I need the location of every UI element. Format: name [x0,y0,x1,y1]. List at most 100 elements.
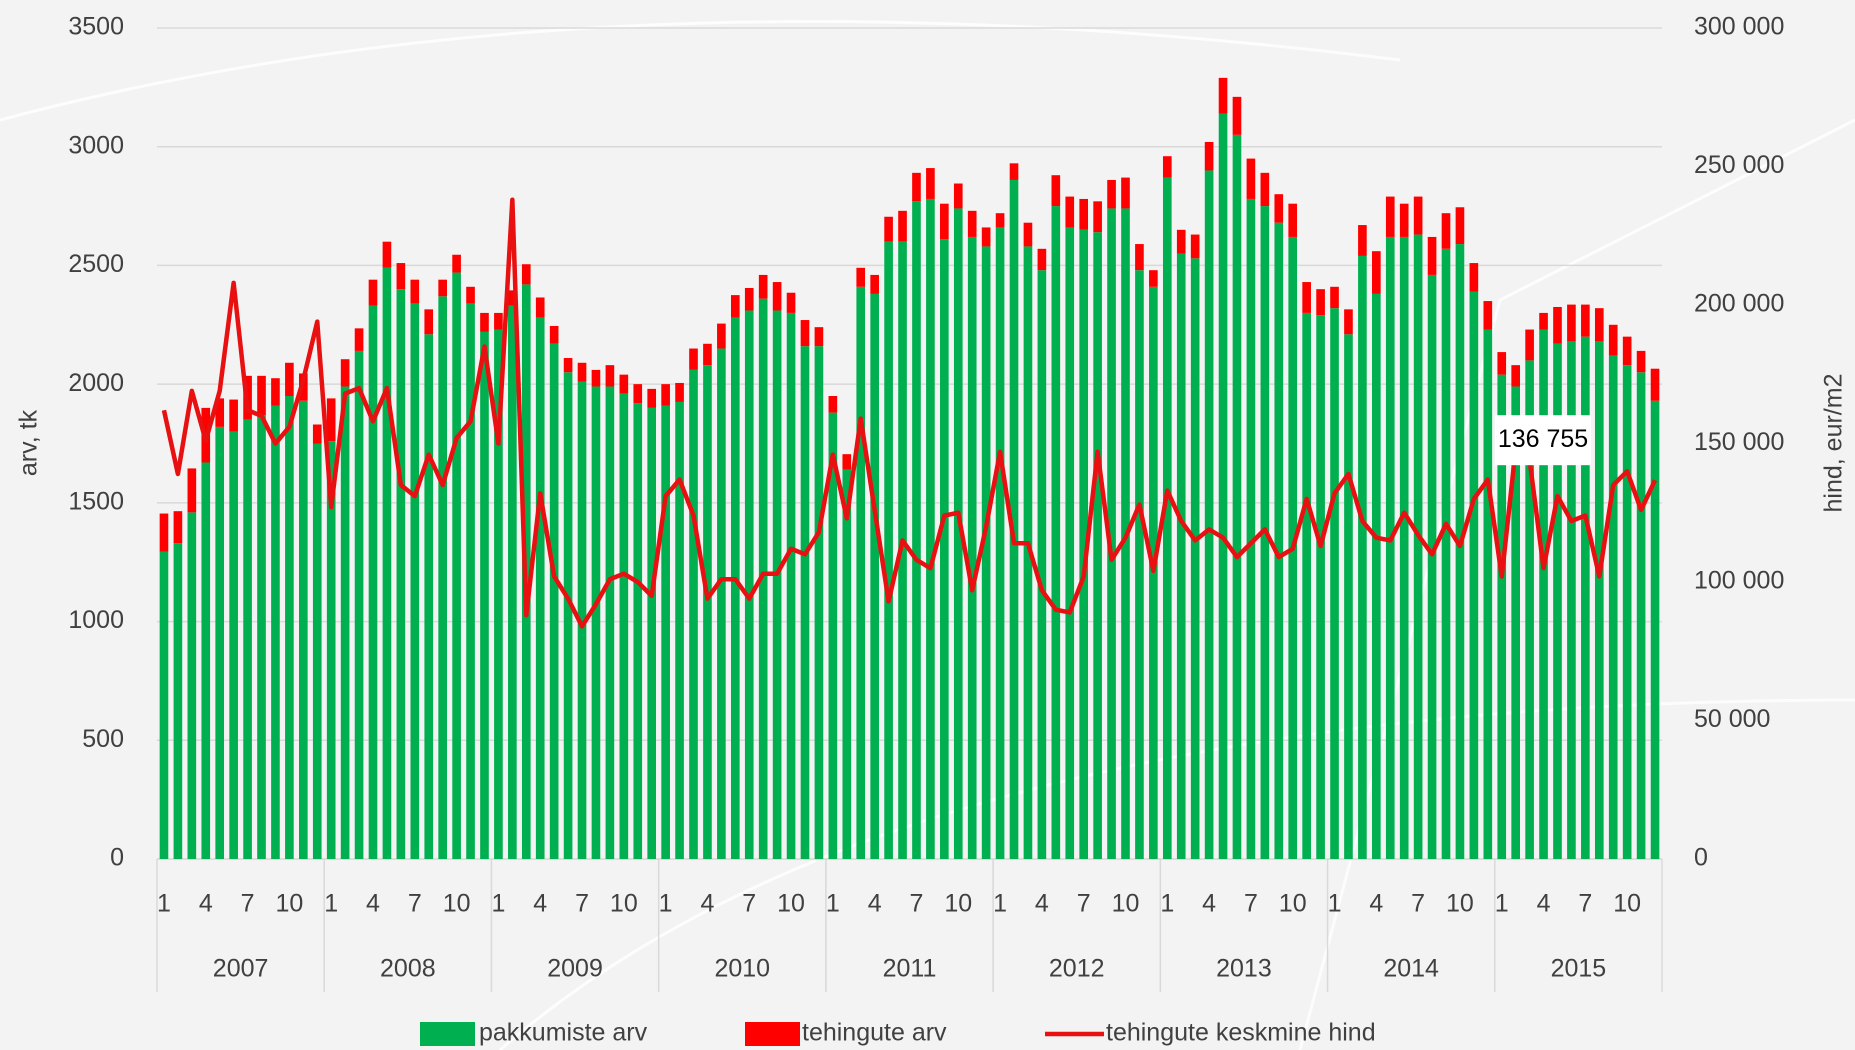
bar-segment [1622,336,1632,366]
bar-segment [1511,365,1521,387]
bar-segment [1344,309,1353,335]
bar-segment [591,386,601,859]
bar-segment [1413,196,1423,235]
x-tick-label: 10 [610,890,638,918]
x-tick-label: 1 [1495,890,1509,918]
bar-segment [312,424,322,444]
bar-segment [201,462,211,859]
bar-segment [912,201,921,859]
y2-tick-label: 50 000 [1694,705,1770,733]
legend: pakkumiste arv tehingute arv tehingute kes… [420,1019,1376,1047]
bar-segment [1483,329,1493,859]
bar-segment [1176,253,1186,860]
bar-segment [856,267,866,287]
x-tick-label: 10 [275,890,303,918]
bar-segment [1037,248,1047,271]
bar-segment [396,263,406,290]
x-tick-label: 1 [1160,890,1174,918]
bar-segment [480,312,489,332]
bar-segment [828,412,838,859]
bar-segment [257,415,266,859]
bar-segment [661,384,670,406]
legend-label: pakkumiste arv [479,1019,648,1047]
y2-tick-label: 0 [1694,844,1708,872]
y-tick-label: 1000 [68,606,124,634]
bar-segment [1274,222,1284,860]
bar-segment [229,399,238,432]
bar-segment [1469,263,1479,292]
bar-segment [187,512,197,859]
bar-segment [953,183,963,209]
x-tick-label: 10 [1112,890,1140,918]
bar-segment [1385,196,1395,237]
bar-segment [480,331,489,859]
x-tick-label: 4 [366,890,380,918]
x-tick-label: 10 [443,890,471,918]
bar-segment [340,359,350,387]
bar-segment [1135,244,1144,271]
bar-segment [340,386,350,859]
x-tick-label: 4 [1369,890,1383,918]
bar-segment [424,309,434,335]
bar-segment [354,350,364,859]
bar-segment [717,348,726,859]
x-tick-label: 7 [742,890,756,918]
bar-segment [1650,368,1660,401]
bar-segment [1581,336,1590,860]
x-tick-label: 1 [324,890,338,918]
bar-segment [689,348,698,370]
bar-segment [382,241,392,268]
bar-segment [1413,234,1423,859]
bar-segment [703,343,712,366]
bar-segment [1441,248,1451,859]
x-tick-label: 7 [1077,890,1091,918]
x-tick-label: 4 [868,890,882,918]
bar-segment [1246,158,1256,199]
bar-segment [842,454,852,470]
x-tick-label: 7 [241,890,255,918]
x-tick-label: 7 [910,890,924,918]
bar-segment [605,386,615,859]
bar-segment [243,419,252,859]
bar-segment [800,346,810,859]
bar-segment [1037,270,1047,860]
y-tick-label: 1500 [68,487,124,515]
bar-segment [354,328,364,351]
bar-segment [842,469,852,859]
bar-segment [647,407,657,859]
bar-segment [1455,244,1465,859]
bar-segment [1023,222,1033,247]
bar-segment [1427,236,1437,275]
y2-tick-label: 300 000 [1694,13,1784,41]
bar-segment [1358,225,1367,256]
bar-segment [521,264,531,285]
bar-segment [1135,270,1144,860]
bar-segment [1427,274,1437,859]
price-line [161,197,1658,629]
bar-segment [856,286,866,860]
bar-segment [703,365,712,859]
bar-segment [1608,355,1618,859]
bar-segment [786,292,796,313]
bar-segment [1344,334,1353,860]
bar-segment [285,362,294,397]
bar-segment [1483,301,1493,330]
x-tick-label: 7 [1578,890,1592,918]
bar-segment [466,303,475,860]
bar-segment [535,317,545,860]
bar-segment [1121,177,1130,209]
bar-segment [229,431,238,859]
bar-segment [1636,372,1646,859]
bar-segment [368,305,378,859]
bar-segment [981,246,991,860]
bar-segment [298,400,308,859]
bar-segment [187,468,197,513]
bar-segment [1204,141,1214,171]
bar-segment [1009,163,1019,180]
bar-segment [215,426,225,859]
bar-segment [1051,175,1061,207]
bar-segment [1372,293,1381,859]
bar-segment [953,208,963,860]
bar-segment [215,398,225,427]
bar-segment [1316,315,1325,859]
